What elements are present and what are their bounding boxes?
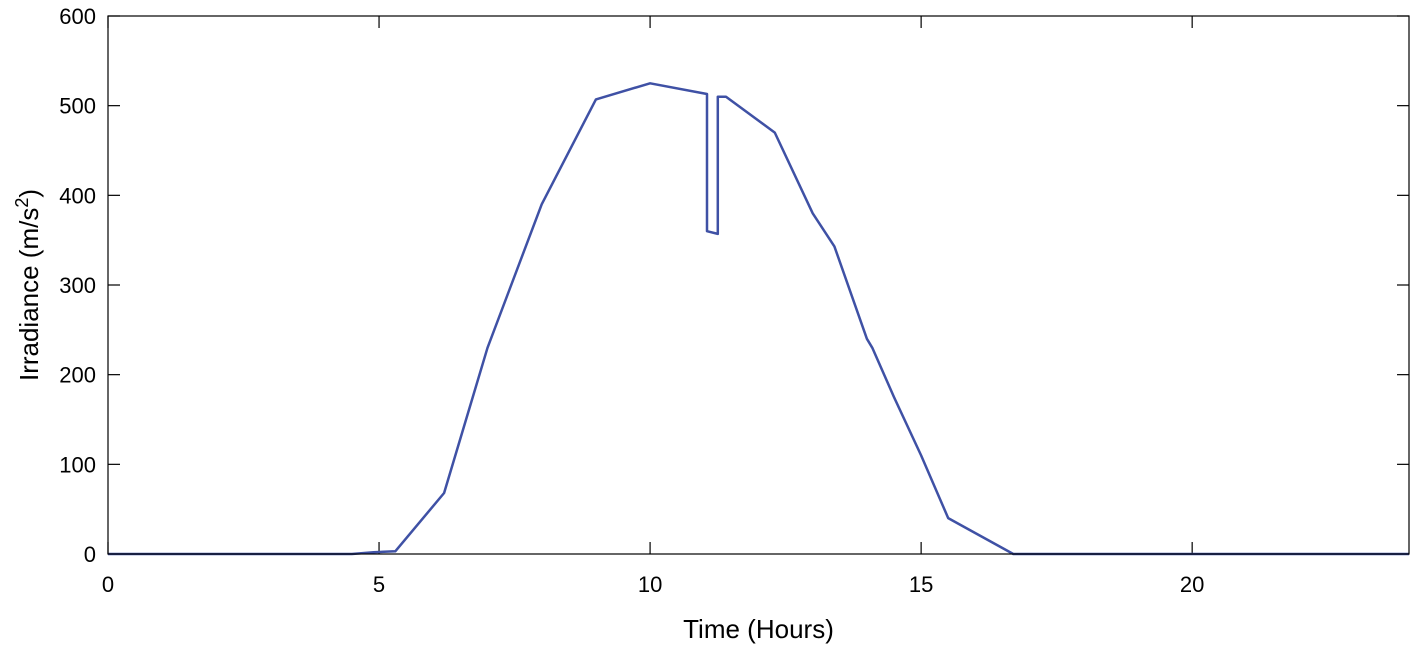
series-line-irradiance — [108, 82, 1409, 556]
y-tick-label: 400 — [59, 183, 96, 208]
y-axis-label-close: ) — [14, 189, 44, 198]
x-tick-label: 0 — [102, 572, 114, 597]
y-axis-label-main: Irradiance (m/s — [14, 208, 44, 381]
x-tick-label: 5 — [373, 572, 385, 597]
y-tick-label: 600 — [59, 4, 96, 29]
y-axis-label-superscript: 2 — [12, 198, 32, 208]
y-tick-label: 200 — [59, 363, 96, 388]
y-tick-label: 100 — [59, 452, 96, 477]
y-tick-label: 300 — [59, 273, 96, 298]
x-tick-label: 10 — [638, 572, 662, 597]
x-tick-label: 20 — [1180, 572, 1204, 597]
y-tick-label: 0 — [84, 542, 96, 567]
x-axis-label: Time (Hours) — [683, 614, 834, 644]
y-tick-label: 500 — [59, 94, 96, 119]
plot-area-frame — [107, 15, 1410, 555]
y-axis-label: Irradiance (m/s2) — [12, 189, 44, 381]
x-tick-label: 15 — [909, 572, 933, 597]
